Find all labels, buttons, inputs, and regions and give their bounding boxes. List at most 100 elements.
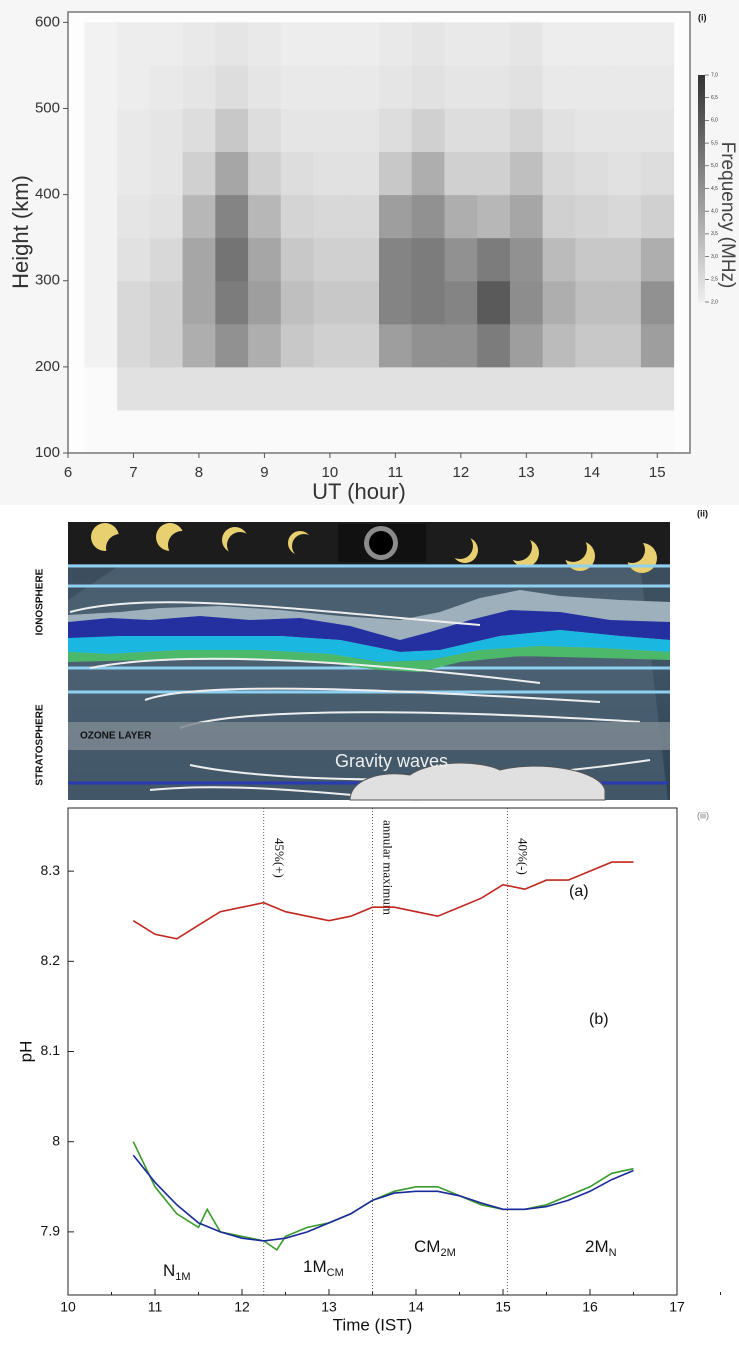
heatmap-cell	[608, 108, 642, 153]
heatmap-cell	[608, 151, 642, 196]
heatmap-cell	[542, 280, 576, 325]
heatmap-cell	[149, 22, 184, 66]
segment-label-sub: N	[609, 1247, 617, 1259]
x-axis-title: UT (hour)	[312, 479, 406, 504]
heatmap-cell	[280, 366, 315, 411]
heatmap-cell	[477, 280, 511, 325]
segment-label: CM2M	[414, 1237, 456, 1258]
heatmap-cell	[280, 237, 315, 282]
heatmap-cell	[575, 280, 609, 325]
heatmap-cell	[444, 151, 478, 196]
diagram: IONOSPHERE STRATOSPHERE OZONE LAYER Grav…	[35, 508, 708, 801]
heatmap-cell	[313, 22, 347, 66]
heatmap-cell	[542, 194, 576, 239]
heatmap-cell	[477, 409, 511, 454]
heatmap-cell	[444, 237, 478, 282]
heatmap-cell	[346, 22, 380, 66]
x-tick-label: 14	[408, 1299, 424, 1315]
heatmap-cell	[215, 194, 249, 239]
heatmap-cell	[280, 409, 315, 454]
heatmap-cell	[346, 323, 380, 368]
heatmap-cell	[640, 323, 675, 368]
heatmap-cell	[313, 366, 347, 411]
x-tick-label: 7	[129, 464, 137, 481]
heatmap-cell	[640, 108, 675, 153]
heatmap-cell	[346, 151, 380, 196]
colorbar-tick-label: 2,0	[711, 299, 718, 305]
event-label: 45%(+)	[272, 838, 287, 878]
heatmap-cell	[84, 194, 118, 239]
heatmap-cell	[215, 22, 249, 66]
heatmap-cell	[280, 151, 315, 196]
heatmap-cell	[84, 366, 118, 411]
ozone-label: OZONE LAYER	[80, 731, 152, 742]
heatmap-cell	[477, 151, 511, 196]
segment-label-main: N	[163, 1261, 175, 1280]
heatmap-cell	[84, 65, 118, 109]
heatmap-cell	[346, 65, 380, 109]
heatmap-cell	[84, 280, 118, 325]
heatmap-cell	[149, 409, 184, 454]
heatmap-cell	[379, 237, 413, 282]
heatmap-cell	[411, 237, 445, 282]
heatmap-cell	[608, 22, 642, 66]
heatmap-cell	[575, 151, 609, 196]
heatmap-cell	[248, 194, 282, 239]
colorbar-tick-label: 3,0	[711, 254, 718, 260]
heatmap-cell	[248, 280, 282, 325]
heatmap-cell	[280, 22, 315, 66]
cloud	[349, 762, 606, 801]
colorbar-tick-label: 4,5	[711, 186, 718, 192]
heatmap-cell	[182, 323, 216, 368]
colorbar-title: Frequency (MHz)	[717, 142, 738, 289]
heatmap-cell	[509, 22, 544, 66]
heatmap-cell	[444, 366, 478, 411]
heatmap-cell	[182, 194, 216, 239]
heatmap-cell	[379, 151, 413, 196]
y-tick-label: 8.2	[41, 952, 61, 968]
layer-lines	[68, 564, 670, 694]
heatmap-cell	[248, 323, 282, 368]
heatmap-cell	[575, 65, 609, 109]
heatmap-cell	[182, 409, 216, 454]
heatmap-cell	[542, 237, 576, 282]
heatmap-cell	[84, 108, 118, 153]
heatmap-cell	[411, 151, 445, 196]
segment-label: N1M	[163, 1261, 191, 1282]
heatmap-cell	[248, 65, 282, 109]
x-tick-label: 6	[64, 464, 72, 481]
x-tick-label: 13	[321, 1299, 337, 1315]
heatmap-cell	[542, 151, 576, 196]
heatmap-cell	[608, 237, 642, 282]
heatmap-cell	[182, 366, 216, 411]
heatmap-cell	[84, 151, 118, 196]
heatmap-cell	[313, 409, 347, 454]
heatmap-cell	[117, 323, 151, 368]
heatmap-cell	[640, 409, 675, 454]
heatmap-cell	[346, 194, 380, 239]
heatmap-cell	[149, 323, 184, 368]
heatmap-cell	[640, 366, 675, 411]
heatmap-cell	[542, 323, 576, 368]
heatmap-cell	[248, 409, 282, 454]
heatmap-cell	[182, 108, 216, 153]
heatmap-cell	[444, 108, 478, 153]
heatmap-cell	[313, 280, 347, 325]
heatmap-cell	[542, 366, 576, 411]
heatmap-cell	[215, 65, 249, 109]
segment-label: 1MCM	[303, 1257, 344, 1278]
heatmap-cell	[149, 65, 184, 109]
heatmap-cell	[248, 366, 282, 411]
heatmap-cell	[575, 194, 609, 239]
heatmap-cell	[444, 409, 478, 454]
heatmap-cell	[575, 366, 609, 411]
ionosphere-band	[68, 610, 670, 652]
heatmap-cell	[477, 194, 511, 239]
heatmap-cell	[313, 65, 347, 109]
y-tick-label: 100	[35, 444, 60, 461]
heatmap-cell	[313, 323, 347, 368]
x-tick-label: 10	[60, 1299, 76, 1315]
colorbar-tick-label: 3,5	[711, 231, 718, 237]
heatmap-cell	[379, 366, 413, 411]
